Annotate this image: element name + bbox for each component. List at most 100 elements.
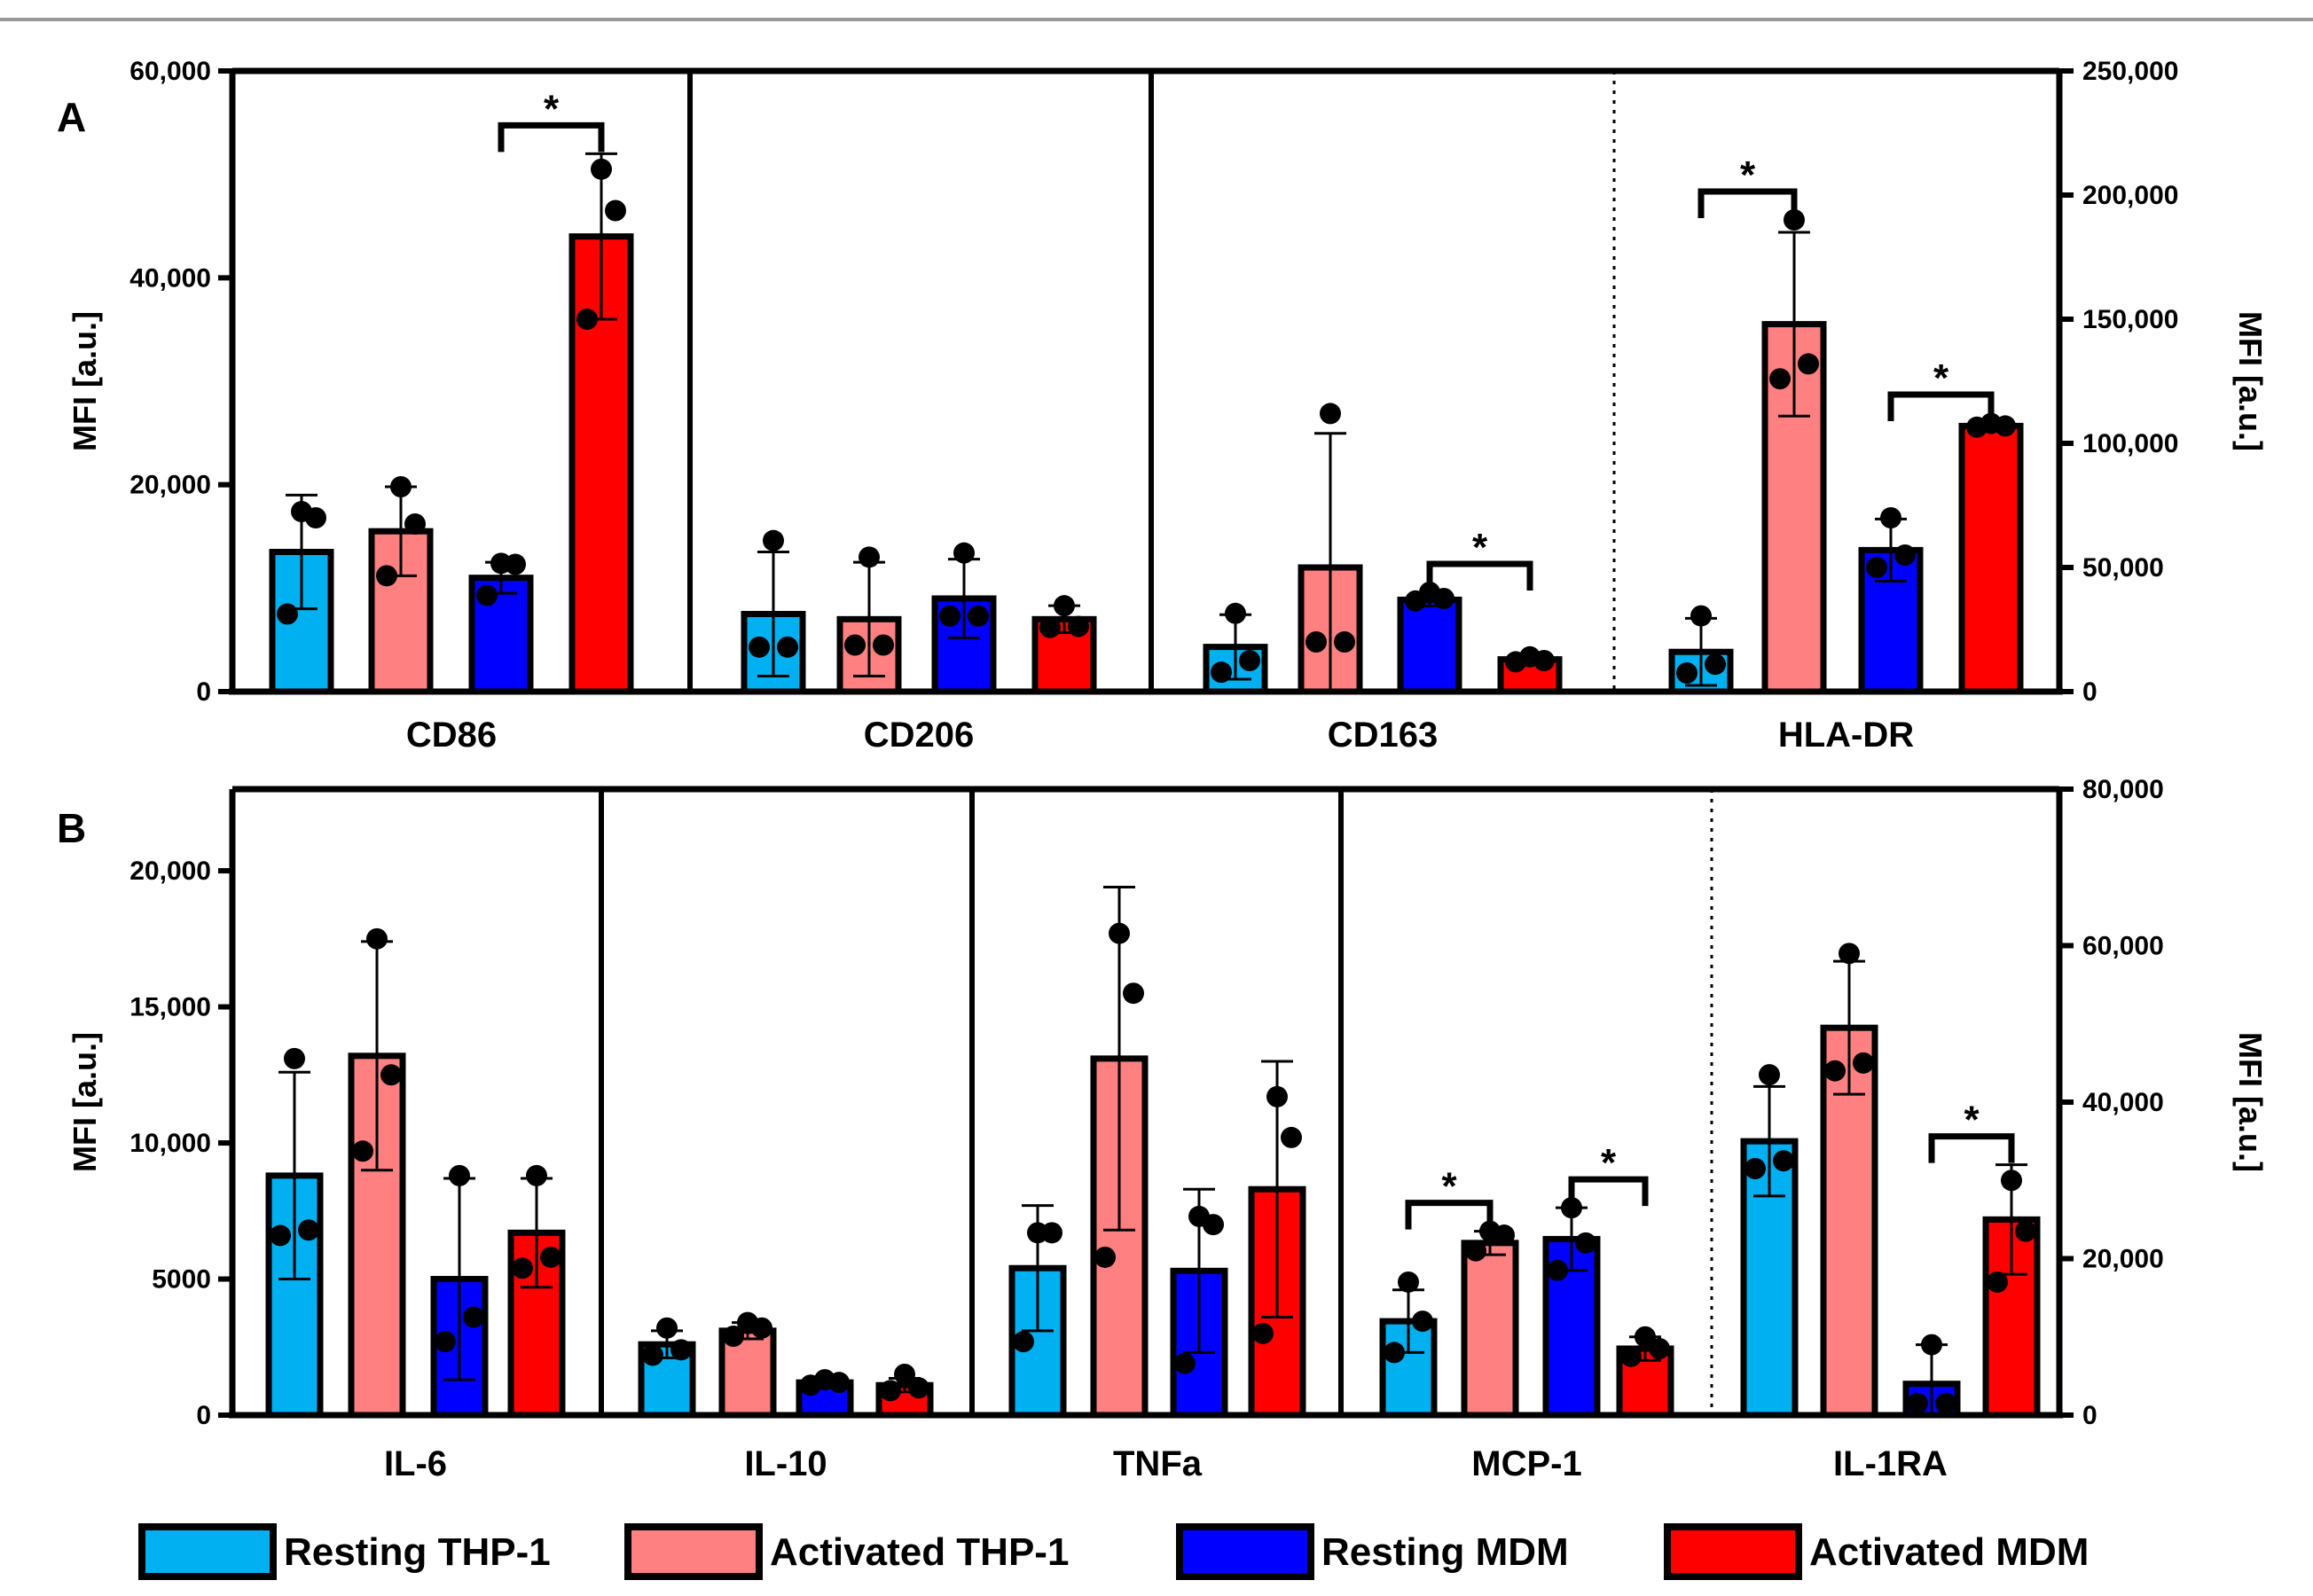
data-point: [953, 542, 975, 564]
data-point: [1054, 595, 1075, 617]
data-point: [284, 1047, 305, 1069]
y-tick-label-left: 0: [196, 677, 211, 707]
data-point: [1412, 1310, 1433, 1333]
data-point: [1880, 507, 1901, 528]
data-point: [1676, 662, 1698, 684]
bar: [1397, 596, 1462, 695]
data-point: [1239, 650, 1260, 671]
data-point: [1419, 582, 1440, 603]
data-point: [1784, 209, 1805, 231]
data-point: [449, 1164, 470, 1186]
data-point: [873, 634, 894, 656]
data-point: [1479, 1220, 1501, 1242]
data-point: [670, 1339, 692, 1361]
legend-swatch: [1664, 1523, 1802, 1580]
data-point: [526, 1164, 547, 1186]
panel-b: B MFI [a.u.] MFI [a.u.] 0 5000 10,000 15,000 20…: [57, 775, 2269, 1483]
data-point: [605, 200, 626, 222]
data-point: [1225, 602, 1246, 624]
bar: [1461, 1240, 1519, 1419]
y-tick-label-left: 15,000: [129, 993, 211, 1022]
data-point: [591, 158, 612, 180]
data-point: [435, 1331, 456, 1353]
y-tick-label-left: 5000: [152, 1265, 211, 1295]
data-point: [404, 513, 426, 535]
legend-label: Resting THP-1: [284, 1530, 551, 1574]
data-point: [476, 584, 498, 606]
category-label: TNFa: [1113, 1444, 1203, 1483]
data-point: [1252, 1322, 1274, 1344]
significance-star: *: [1441, 1165, 1457, 1209]
data-point: [968, 605, 989, 627]
data-point: [777, 636, 798, 658]
significance-star: *: [1964, 1099, 1980, 1142]
legend-swatch: [1176, 1523, 1314, 1580]
data-point: [512, 1257, 533, 1279]
data-point: [390, 476, 412, 497]
legend-swatch: [624, 1523, 763, 1580]
data-point: [749, 636, 770, 658]
category-label: IL-6: [384, 1444, 447, 1483]
y-tick-label-right: 150,000: [2082, 305, 2178, 334]
y-tick-label-right: 100,000: [2082, 429, 2178, 458]
data-point: [814, 1369, 835, 1391]
data-point: [1519, 645, 1541, 668]
y-tick-label-right: 60,000: [2082, 932, 2164, 961]
y-tick-label-right: 80,000: [2082, 775, 2164, 804]
significance-bracket: [1887, 391, 1995, 422]
data-point: [1690, 605, 1712, 627]
y-tick-label-left: 20,000: [129, 471, 211, 500]
data-point: [1068, 615, 1089, 638]
data-point: [1320, 403, 1341, 425]
legend-label: Resting MDM: [1321, 1530, 1569, 1574]
data-point: [642, 1344, 663, 1366]
data-point: [1769, 368, 1791, 390]
category-label: HLA-DR: [1778, 716, 1914, 755]
data-point: [1620, 1345, 1642, 1367]
y-axis-label-right: MFI [a.u.]: [2232, 1032, 2269, 1172]
y-tick-label-right: 40,000: [2082, 1088, 2164, 1117]
category-label: IL-10: [744, 1444, 827, 1483]
significance-bracket: [1426, 560, 1533, 591]
data-point: [1935, 1392, 1956, 1414]
data-point: [366, 927, 388, 950]
data-point: [1773, 1150, 1794, 1172]
data-point: [763, 529, 784, 552]
data-point: [1745, 1158, 1766, 1180]
y-tick-label-left: 60,000: [129, 57, 211, 86]
y-tick-label-right: 200,000: [2082, 181, 2178, 210]
data-point: [1866, 557, 1887, 578]
data-point: [1211, 661, 1232, 684]
data-point: [1027, 1222, 1048, 1244]
panel-label: A: [57, 94, 86, 140]
data-point: [1575, 1232, 1596, 1254]
data-point: [1635, 1326, 1656, 1348]
category-label: CD163: [1328, 716, 1439, 755]
data-point: [270, 1224, 291, 1247]
data-point: [2001, 1170, 2022, 1192]
data-point: [844, 634, 866, 656]
y-tick-label-right: 50,000: [2082, 553, 2164, 583]
significance-star: *: [1740, 153, 1756, 197]
data-point: [1465, 1240, 1486, 1262]
panel-label: B: [57, 805, 86, 851]
legend: Resting THP-1 Activated THP-1 Resting MDM A…: [138, 1523, 2089, 1580]
data-point: [1094, 1246, 1116, 1268]
y-tick-label-right: 250,000: [2082, 57, 2178, 86]
significance-bracket: [1928, 1133, 2015, 1163]
data-point: [1188, 1205, 1210, 1227]
data-point: [1921, 1334, 1942, 1356]
data-point: [1039, 616, 1061, 638]
data-point: [656, 1317, 678, 1339]
significance-bracket: [498, 121, 605, 153]
data-point: [737, 1311, 758, 1334]
y-tick-label-left: 10,000: [129, 1129, 211, 1158]
data-point: [1987, 1271, 2008, 1293]
significance-star: *: [1933, 356, 1949, 400]
data-point: [1109, 922, 1130, 944]
data-point: [1266, 1085, 1288, 1107]
data-point: [1281, 1126, 1302, 1148]
data-point: [540, 1246, 561, 1268]
y-tick-label-left: 0: [196, 1401, 211, 1430]
